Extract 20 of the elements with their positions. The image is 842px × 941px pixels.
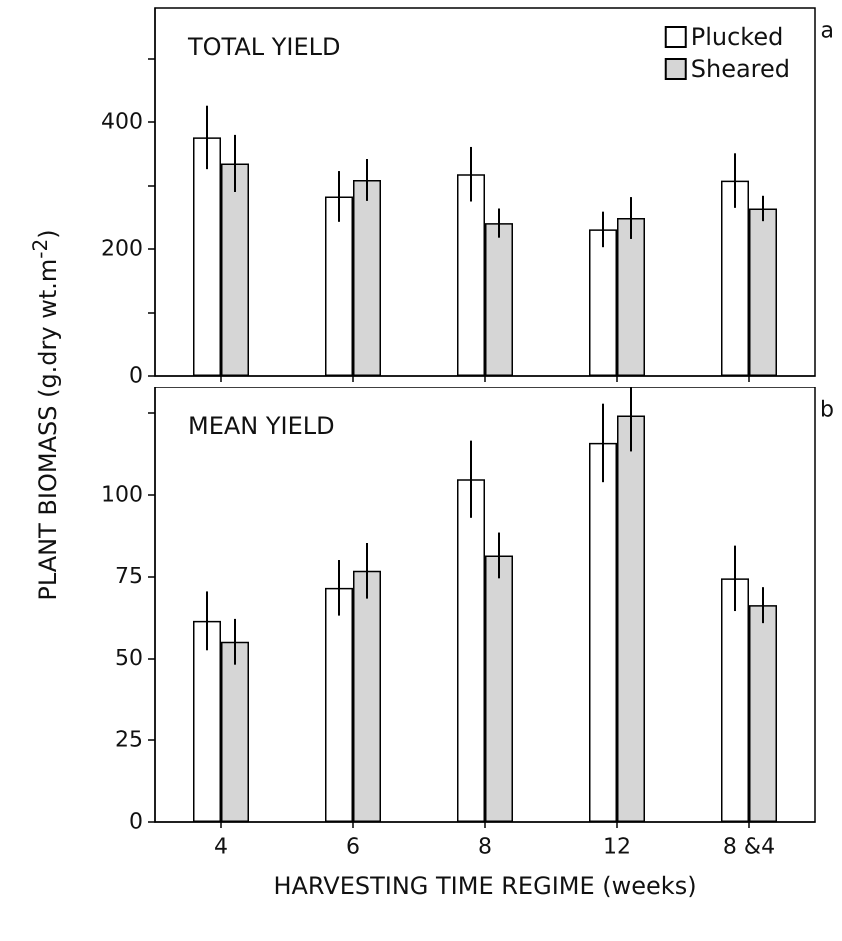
y-tick-label: 75	[115, 564, 143, 590]
x-tick-label: 6	[346, 834, 360, 860]
x-tick-label: 8 &4	[722, 834, 776, 860]
y-tick-label: 400	[101, 110, 143, 135]
text: MEAN YIELD	[188, 412, 335, 440]
text: TOTAL YIELD	[187, 33, 341, 61]
text: b	[820, 398, 834, 422]
legend-label: Sheared	[690, 55, 790, 83]
y-tick-label: 0	[129, 810, 143, 834]
x-axis-title: HARVESTING TIME REGIME (weeks)	[273, 872, 697, 900]
x-tick-label: 4	[214, 834, 228, 860]
x-tick-label: 12	[603, 834, 631, 860]
legend-label: Plucked	[690, 23, 784, 51]
y-tick-label: 100	[101, 482, 143, 508]
x-tick-label: 8	[478, 834, 492, 860]
y-tick-label: 200	[101, 236, 143, 262]
text: a	[820, 18, 834, 44]
y-tick-label: 50	[115, 646, 143, 671]
y-tick-label: 25	[115, 728, 143, 753]
y-tick-label: 0	[129, 364, 143, 388]
